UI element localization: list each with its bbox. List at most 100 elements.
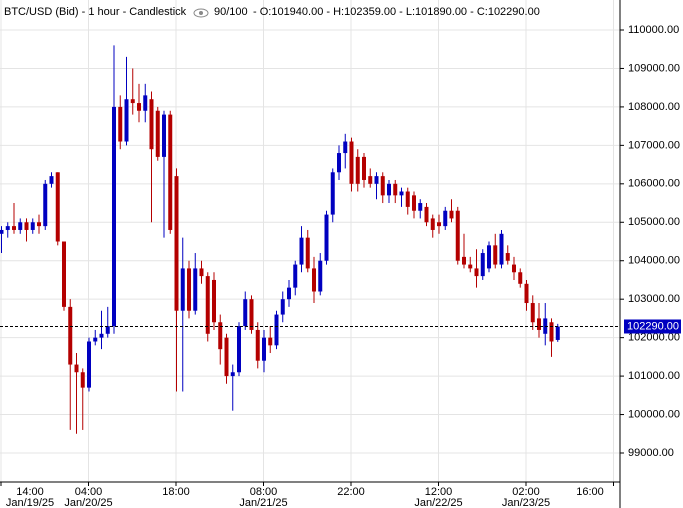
- candle-body: [218, 322, 223, 350]
- candle-body: [368, 176, 373, 184]
- candle-body: [18, 222, 23, 230]
- candle-body: [99, 333, 104, 338]
- candle-body: [424, 206, 429, 223]
- candle-body: [405, 191, 410, 207]
- candle-body: [305, 237, 310, 269]
- x-tick-label: 08:00: [250, 486, 278, 498]
- candle-body: [399, 191, 404, 196]
- eye-icon: [193, 8, 209, 18]
- candle-body: [455, 210, 460, 261]
- x-tick-date: Jan/20/25: [64, 497, 112, 508]
- chart-title: BTC/USD (Bid) - 1 hour - Candlestick: [4, 6, 187, 18]
- candle-body: [362, 156, 366, 180]
- candle-body: [237, 326, 241, 373]
- candle-body: [293, 264, 298, 288]
- candle-body: [480, 253, 485, 277]
- candle-body: [374, 176, 379, 184]
- candle-body: [149, 99, 154, 150]
- candle-body: [30, 222, 35, 230]
- candle-body: [55, 172, 60, 242]
- y-axis-area: [620, 0, 683, 508]
- candle-body: [174, 176, 179, 311]
- candle-body: [418, 203, 423, 211]
- candle-body: [312, 268, 316, 292]
- candle-body: [524, 283, 529, 304]
- candle-body: [0, 229, 4, 234]
- candle-body: [518, 272, 523, 284]
- candle-body: [505, 253, 510, 261]
- candle-body: [474, 268, 479, 277]
- candle-body: [168, 114, 173, 230]
- y-tick-label: 109000.00: [628, 62, 680, 74]
- x-tick-label: 18:00: [162, 486, 190, 498]
- candle-body: [68, 306, 73, 365]
- candle-body: [437, 222, 441, 227]
- candle-body: [93, 337, 98, 342]
- x-tick-date: Jan/21/25: [239, 497, 287, 508]
- last-price-label: 102290.00: [627, 320, 679, 332]
- candle-body: [512, 264, 516, 273]
- candle-body: [74, 364, 79, 373]
- candle-body: [449, 210, 454, 219]
- y-tick-label: 106000.00: [628, 178, 680, 190]
- candle-body: [487, 245, 491, 269]
- candle-body: [299, 237, 304, 265]
- candle-body: [274, 314, 279, 346]
- candle-body: [62, 241, 66, 307]
- x-tick-date: Jan/22/25: [414, 497, 462, 508]
- candle-body: [187, 268, 191, 311]
- x-tick-label: 16:00: [576, 486, 604, 498]
- candle-body: [162, 114, 166, 157]
- last-price-box: [624, 319, 681, 334]
- candle-body: [549, 322, 554, 342]
- x-tick-label: 14:00: [16, 486, 44, 498]
- candle-body: [280, 299, 285, 315]
- x-tick-date: Jan/19/25: [6, 497, 54, 508]
- candle-body: [318, 260, 323, 292]
- candle-body: [193, 268, 198, 311]
- candle-body: [268, 337, 273, 346]
- candle-body: [118, 106, 123, 142]
- candle-body: [24, 222, 29, 230]
- candle-body: [443, 210, 448, 227]
- candle-body: [499, 233, 504, 265]
- candle-body: [337, 153, 341, 173]
- candle-body: [393, 183, 398, 196]
- y-tick-label: 105000.00: [628, 216, 680, 228]
- candle-body: [243, 299, 248, 327]
- candle-body: [343, 141, 348, 154]
- candle-body: [130, 99, 135, 104]
- candle-body: [387, 183, 391, 196]
- axes: 99000.00 100000.00 101000.00 102000.00 10300…: [0, 24, 681, 508]
- x-tick-date: Jan/23/25: [502, 497, 550, 508]
- candle-body: [230, 372, 235, 377]
- y-tick-label: 101000.00: [628, 370, 680, 382]
- candle-body: [12, 226, 16, 230]
- x-axis-area: [0, 482, 620, 508]
- x-tick-label: 02:00: [512, 486, 540, 498]
- count-text: 90/100: [214, 6, 248, 18]
- candle-body: [355, 156, 360, 184]
- candle-body: [462, 256, 466, 265]
- candle-body: [430, 218, 435, 230]
- candle-body: [87, 341, 91, 388]
- candle-body: [530, 303, 535, 323]
- candle-body: [493, 245, 498, 265]
- y-tick-label: 104000.00: [628, 255, 680, 267]
- candle-body: [324, 214, 329, 261]
- x-tick-label: 22:00: [337, 486, 365, 498]
- candle-body: [180, 268, 185, 311]
- candle-body: [49, 176, 54, 184]
- candle-body: [112, 106, 116, 327]
- candle-body: [349, 141, 354, 184]
- candle-body: [205, 276, 210, 334]
- candle-body: [37, 222, 41, 227]
- candle-body: [212, 279, 216, 323]
- candle-body: [555, 326, 560, 340]
- y-tick-label: 100000.00: [628, 408, 680, 420]
- y-tick-label: 103000.00: [628, 293, 680, 305]
- y-tick-label: 102000.00: [628, 332, 680, 344]
- x-tick-label: 12:00: [425, 486, 453, 498]
- candle-body: [155, 110, 160, 157]
